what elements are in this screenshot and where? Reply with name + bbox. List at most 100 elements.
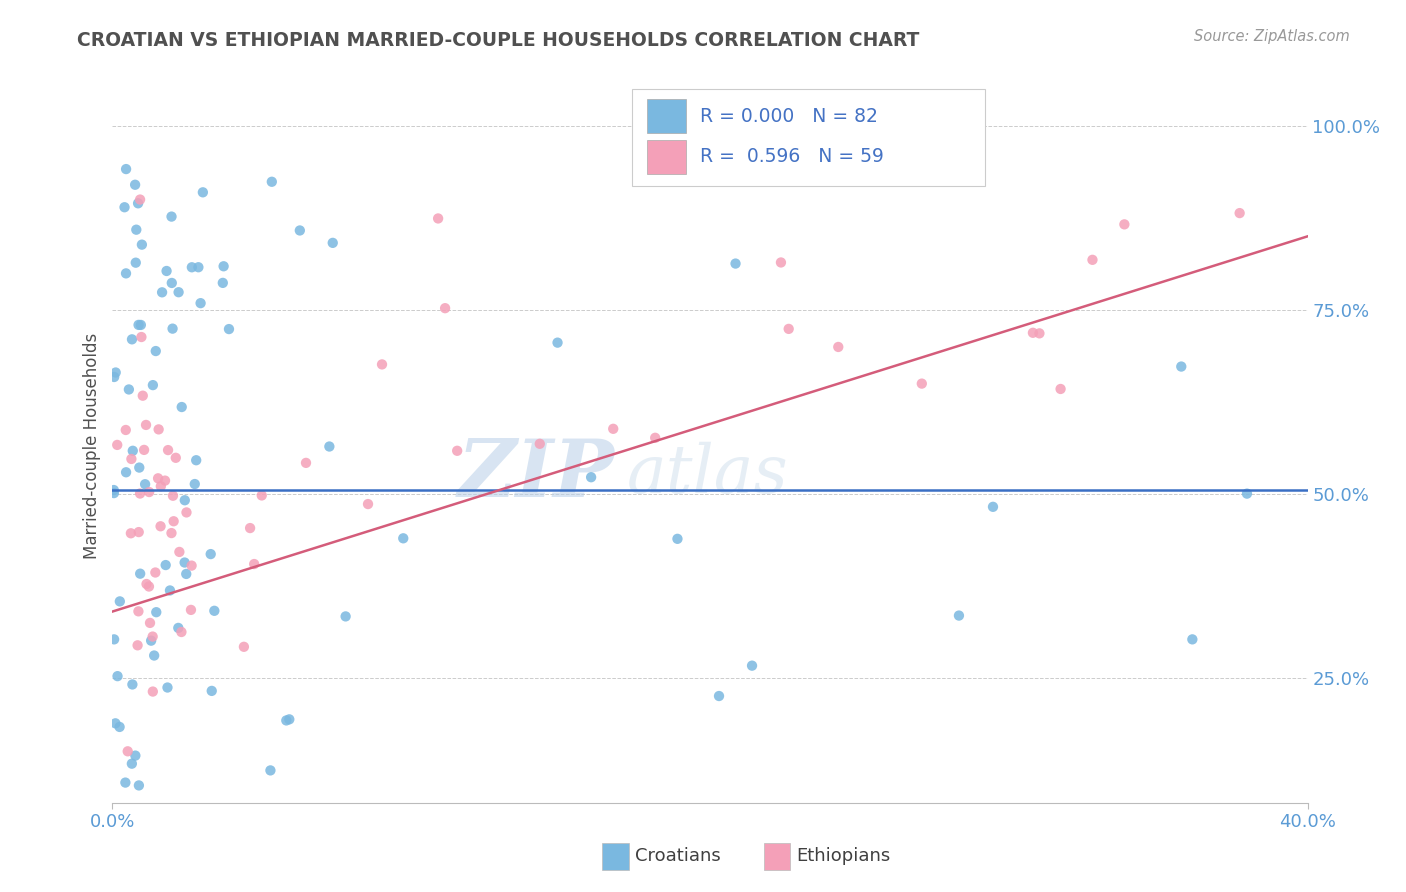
Point	[644, 431, 666, 445]
Point	[131, 330, 153, 344]
Point	[132, 442, 155, 457]
Text: Ethiopians: Ethiopians	[796, 847, 890, 865]
FancyBboxPatch shape	[633, 89, 986, 186]
Point	[165, 450, 187, 465]
Point	[666, 532, 689, 546]
Point	[180, 603, 202, 617]
Point	[160, 210, 183, 224]
Point	[295, 456, 318, 470]
Point	[157, 443, 180, 458]
Point	[1028, 326, 1050, 341]
Point	[121, 332, 143, 346]
Point	[103, 632, 125, 647]
Point	[121, 677, 143, 691]
Text: Source: ZipAtlas.com: Source: ZipAtlas.com	[1194, 29, 1350, 44]
Point	[371, 358, 394, 372]
Text: atlas: atlas	[627, 442, 789, 508]
Point	[1081, 252, 1104, 267]
Point	[115, 162, 138, 177]
Point	[129, 193, 152, 207]
Point	[201, 684, 224, 698]
Point	[139, 633, 162, 648]
Point	[138, 580, 160, 594]
Point	[167, 285, 190, 300]
Point	[162, 489, 184, 503]
Point	[128, 525, 150, 540]
Point	[202, 604, 225, 618]
Point	[145, 605, 167, 619]
Point	[159, 583, 181, 598]
Point	[184, 477, 207, 491]
Point	[911, 376, 934, 391]
Point	[173, 556, 195, 570]
Point	[187, 260, 209, 275]
Point	[827, 340, 849, 354]
Point	[218, 322, 240, 336]
FancyBboxPatch shape	[647, 99, 686, 134]
Point	[146, 471, 169, 485]
Point	[128, 779, 150, 793]
FancyBboxPatch shape	[763, 843, 790, 870]
Point	[115, 465, 138, 479]
FancyBboxPatch shape	[603, 843, 628, 870]
Point	[127, 604, 149, 618]
Point	[107, 669, 129, 683]
Point	[155, 264, 177, 278]
Point	[162, 321, 184, 335]
Point	[769, 255, 792, 269]
Point	[160, 276, 183, 290]
Point	[212, 260, 235, 274]
Point	[124, 178, 146, 192]
Point	[707, 689, 730, 703]
Point	[1170, 359, 1192, 374]
Point	[434, 301, 457, 315]
Point	[135, 577, 157, 591]
Point	[1049, 382, 1071, 396]
Point	[114, 200, 136, 214]
Point	[180, 558, 202, 573]
Point	[128, 318, 150, 332]
Point	[142, 684, 165, 698]
Point	[139, 615, 162, 630]
Point	[149, 479, 172, 493]
Point	[149, 519, 172, 533]
Point	[392, 531, 415, 545]
Point	[115, 266, 138, 280]
Point	[1236, 486, 1258, 500]
Point	[446, 443, 468, 458]
Point	[145, 344, 167, 359]
Point	[142, 378, 165, 392]
Point	[322, 235, 344, 250]
Text: Croatians: Croatians	[634, 847, 720, 865]
Point	[155, 558, 177, 572]
Point	[121, 443, 143, 458]
Point	[143, 566, 166, 580]
Point	[125, 223, 148, 237]
Point	[124, 748, 146, 763]
Point	[427, 211, 450, 226]
Point	[180, 260, 202, 275]
Point	[200, 547, 222, 561]
Point	[108, 594, 131, 608]
Point	[259, 764, 281, 778]
Point	[134, 477, 156, 491]
Text: R =  0.596   N = 59: R = 0.596 N = 59	[700, 147, 884, 167]
Point	[121, 756, 143, 771]
Point	[547, 335, 569, 350]
Point	[579, 470, 602, 484]
Point	[211, 276, 233, 290]
Point	[150, 285, 173, 300]
Point	[132, 389, 155, 403]
Point	[153, 474, 176, 488]
FancyBboxPatch shape	[647, 140, 686, 174]
Point	[243, 557, 266, 571]
Point	[129, 566, 152, 581]
Point	[981, 500, 1004, 514]
Point	[260, 175, 283, 189]
Point	[1229, 206, 1251, 220]
Point	[335, 609, 357, 624]
Point	[103, 486, 125, 500]
Point	[114, 423, 136, 437]
Point	[186, 453, 208, 467]
Point	[288, 223, 311, 237]
